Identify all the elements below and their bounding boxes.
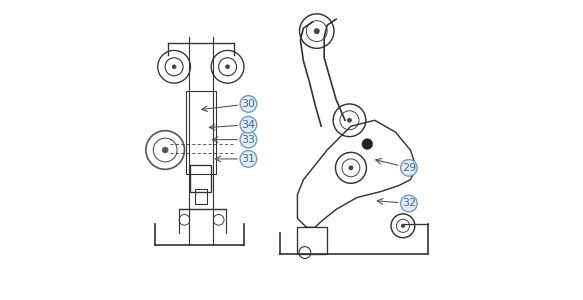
Circle shape <box>226 65 230 69</box>
Text: 34: 34 <box>241 120 255 130</box>
Circle shape <box>240 96 257 112</box>
Bar <box>191 165 211 192</box>
Circle shape <box>349 166 353 170</box>
Circle shape <box>240 151 257 167</box>
Circle shape <box>162 147 168 153</box>
Text: 30: 30 <box>241 99 255 109</box>
Text: 33: 33 <box>241 135 255 145</box>
Circle shape <box>172 65 176 69</box>
Circle shape <box>347 118 352 123</box>
Circle shape <box>240 131 257 148</box>
Bar <box>186 91 216 174</box>
Text: 32: 32 <box>402 199 416 208</box>
Circle shape <box>314 28 319 34</box>
Bar <box>195 189 207 203</box>
Circle shape <box>401 160 417 176</box>
Text: 29: 29 <box>402 163 416 173</box>
Circle shape <box>362 139 373 149</box>
Bar <box>297 227 327 254</box>
Circle shape <box>240 116 257 133</box>
Circle shape <box>401 195 417 212</box>
Text: 31: 31 <box>241 154 255 164</box>
Circle shape <box>401 224 405 228</box>
